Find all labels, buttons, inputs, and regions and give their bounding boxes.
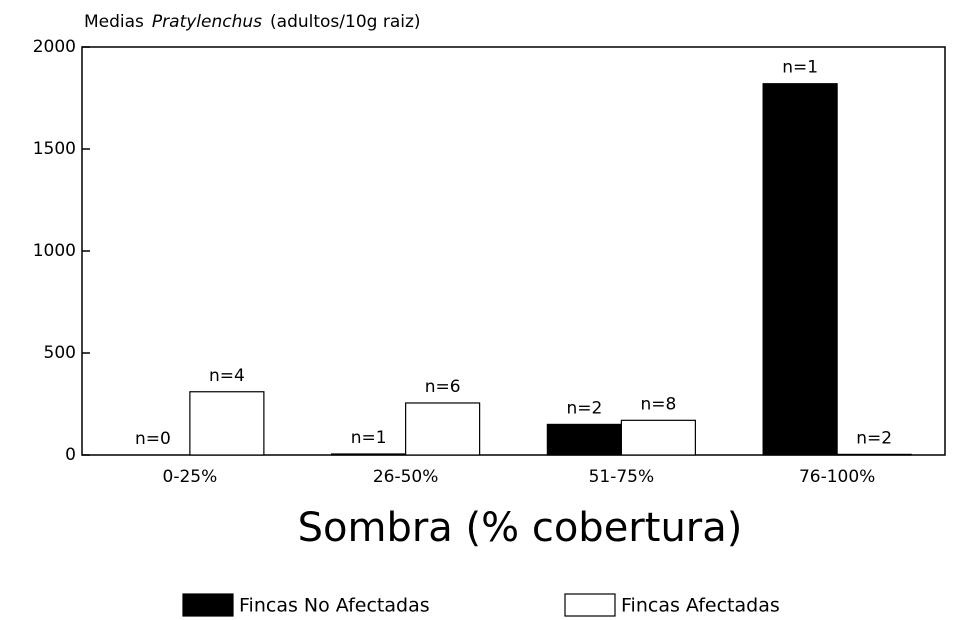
title-part: Medias (84, 12, 144, 32)
x-tick-label: 26-50% (373, 467, 439, 487)
y-tick-label: 1000 (33, 241, 76, 261)
bar-label: n=6 (425, 377, 461, 397)
bar (331, 453, 407, 456)
bar-label: n=1 (351, 428, 387, 448)
chart-title: Medias Pratylenchus (adultos/10g raiz) (84, 12, 421, 32)
bar (405, 402, 481, 456)
y-tick-label: 2000 (33, 37, 76, 57)
bar (836, 453, 912, 456)
bar (762, 83, 838, 456)
legend-label: Fincas No Afectadas (239, 595, 430, 617)
bar (620, 419, 696, 456)
bar-label: n=0 (135, 429, 171, 449)
bar-label: n=4 (209, 366, 245, 386)
y-tick-label: 500 (44, 343, 76, 363)
bar-label: n=1 (782, 58, 818, 78)
legend-swatch (564, 593, 616, 617)
legend-swatch (182, 593, 234, 617)
y-tick-label: 0 (65, 445, 76, 465)
bar-label: n=2 (856, 428, 892, 448)
title-part: Pratylenchus (152, 12, 262, 32)
legend-label: Fincas Afectadas (621, 595, 780, 617)
bar (546, 423, 622, 456)
x-tick-label: 76-100% (799, 467, 875, 487)
x-axis-label: Sombra (% cobertura) (298, 505, 743, 551)
x-tick-label: 0-25% (163, 467, 218, 487)
bar (189, 391, 265, 456)
x-tick-label: 51-75% (589, 467, 655, 487)
y-tick-label: 1500 (33, 139, 76, 159)
bar-label: n=2 (566, 398, 602, 418)
title-part: (adultos/10g raiz) (270, 12, 421, 32)
bar-label: n=8 (640, 394, 676, 414)
